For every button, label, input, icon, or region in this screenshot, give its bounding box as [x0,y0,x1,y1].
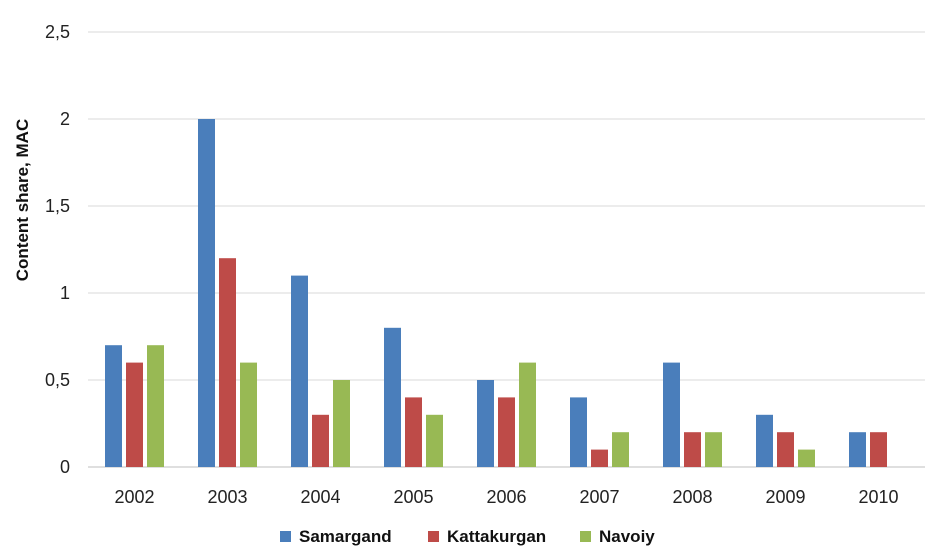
x-axis-ticks: 2002 2003 2004 2005 2006 2007 2008 2009 2010 [114,487,898,507]
bar-samargand-2007 [570,397,587,467]
bar-kattakurgan-2004 [312,414,329,467]
bars [105,119,887,467]
x-tick-label: 2009 [765,487,805,507]
y-tick-label: 2 [60,109,70,129]
x-tick-label: 2003 [207,487,247,507]
y-axis-ticks: 0 0,5 1 1,5 2 2,5 [45,22,70,477]
bar-navoiy-2008 [705,432,722,467]
x-tick-label: 2008 [672,487,712,507]
bar-navoiy-2004 [333,380,350,467]
bar-kattakurgan-2003 [219,258,236,467]
legend-item-navoiy: Navoiy [580,527,655,546]
y-tick-label: 0 [60,457,70,477]
bar-samargand-2010 [849,432,866,467]
x-tick-label: 2004 [300,487,340,507]
x-tick-label: 2002 [114,487,154,507]
x-tick-label: 2006 [486,487,526,507]
legend-swatch [580,531,591,542]
bar-samargand-2009 [756,414,773,467]
bar-samargand-2008 [663,362,680,467]
bar-navoiy-2006 [519,362,536,467]
bar-navoiy-2009 [798,449,815,467]
bar-navoiy-2003 [240,362,257,467]
bar-navoiy-2002 [147,345,164,467]
bar-samargand-2006 [477,380,494,467]
bar-navoiy-2007 [612,432,629,467]
bar-kattakurgan-2010 [870,432,887,467]
bar-samargand-2004 [291,275,308,467]
legend-label: Kattakurgan [447,527,546,546]
bar-navoiy-2005 [426,414,443,467]
y-tick-label: 0,5 [45,370,70,390]
legend-label: Samargand [299,527,392,546]
bar-samargand-2002 [105,345,122,467]
y-tick-label: 1 [60,283,70,303]
x-tick-label: 2005 [393,487,433,507]
legend-swatch [280,531,291,542]
bar-kattakurgan-2005 [405,397,422,467]
x-tick-label: 2010 [858,487,898,507]
bar-kattakurgan-2008 [684,432,701,467]
x-tick-label: 2007 [579,487,619,507]
bar-samargand-2005 [384,327,401,467]
legend: Samargand Kattakurgan Navoiy [280,527,655,546]
legend-item-kattakurgan: Kattakurgan [428,527,546,546]
legend-item-samargand: Samargand [280,527,392,546]
bar-kattakurgan-2007 [591,449,608,467]
y-tick-label: 2,5 [45,22,70,42]
y-tick-label: 1,5 [45,196,70,216]
bar-kattakurgan-2002 [126,362,143,467]
bar-kattakurgan-2009 [777,432,794,467]
bar-kattakurgan-2006 [498,397,515,467]
y-axis-title: Content share, MAC [13,119,32,281]
bar-samargand-2003 [198,119,215,467]
legend-swatch [428,531,439,542]
legend-label: Navoiy [599,527,655,546]
